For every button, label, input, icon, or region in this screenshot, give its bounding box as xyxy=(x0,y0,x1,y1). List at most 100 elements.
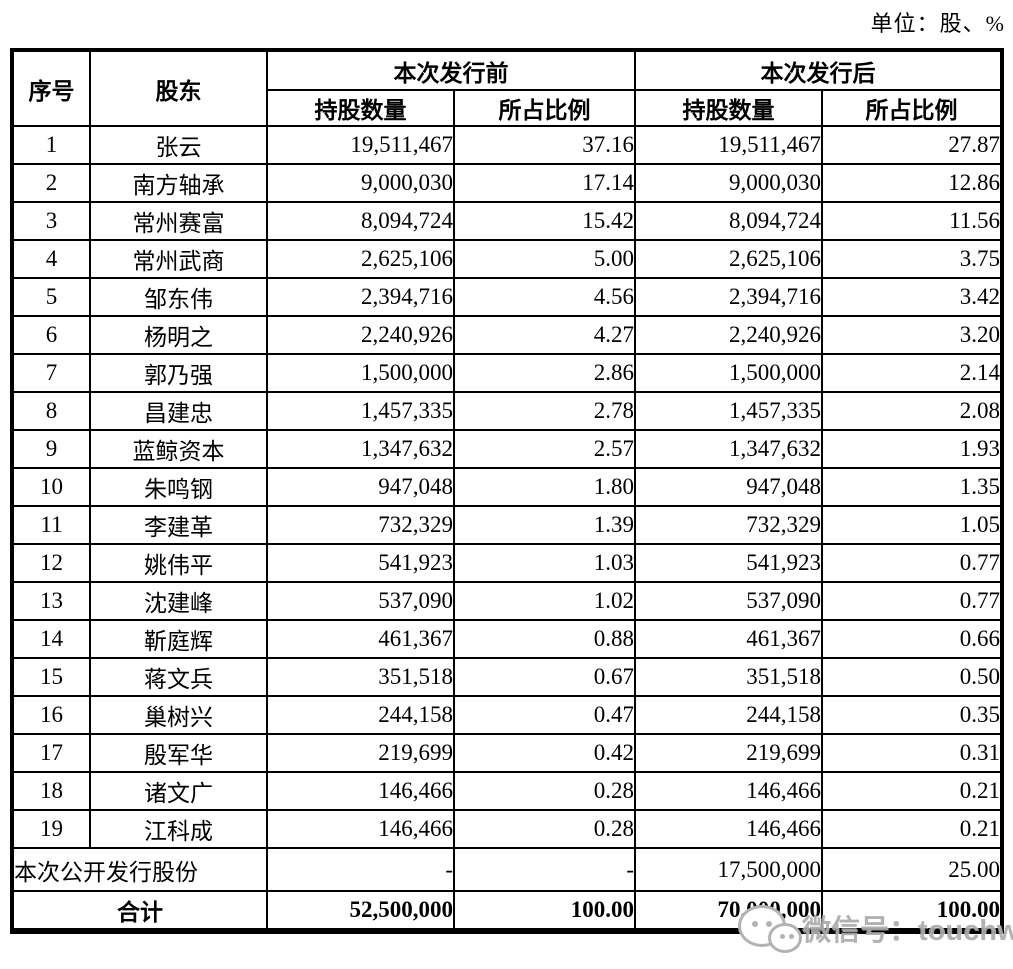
cell-no: 5 xyxy=(11,277,91,317)
cell-ratio-after: 0.21 xyxy=(821,771,1003,811)
cell-ratio-before: 2.86 xyxy=(453,353,636,393)
cell-ratio-after: 25.00 xyxy=(821,847,1003,892)
cell-shares-before: 1,457,335 xyxy=(266,391,455,431)
header-shareholder: 股东 xyxy=(89,49,268,127)
cell-ratio-after: 0.50 xyxy=(821,657,1003,697)
table-row: 11 李建革 732,329 1.39 732,329 1.05 xyxy=(11,505,1003,545)
public-offering-row: 本次公开发行股份 - - 17,500,000 25.00 xyxy=(11,847,1003,892)
cell-shareholder: 蒋文兵 xyxy=(89,657,268,697)
table-row: 10 朱鸣钢 947,048 1.80 947,048 1.35 xyxy=(11,467,1003,507)
header-before-issuance: 本次发行前 xyxy=(266,49,636,91)
table-row: 9 蓝鲸资本 1,347,632 2.57 1,347,632 1.93 xyxy=(11,429,1003,469)
cell-no: 10 xyxy=(11,467,91,507)
cell-ratio-after: 100.00 xyxy=(821,890,1003,932)
table-row: 12 姚伟平 541,923 1.03 541,923 0.77 xyxy=(11,543,1003,583)
cell-shares-after: 351,518 xyxy=(634,657,823,697)
cell-no: 9 xyxy=(11,429,91,469)
cell-no: 7 xyxy=(11,353,91,393)
cell-shares-after: 2,394,716 xyxy=(634,277,823,317)
cell-no: 13 xyxy=(11,581,91,621)
cell-shares-before: 537,090 xyxy=(266,581,455,621)
cell-shareholder: 昌建忠 xyxy=(89,391,268,431)
table-row: 3 常州赛富 8,094,724 15.42 8,094,724 11.56 xyxy=(11,201,1003,241)
cell-ratio-after: 3.42 xyxy=(821,277,1003,317)
cell-shares-after: 17,500,000 xyxy=(634,847,823,892)
cell-shares-before: 244,158 xyxy=(266,695,455,735)
cell-ratio-before: 0.42 xyxy=(453,733,636,773)
cell-shareholder: 诸文广 xyxy=(89,771,268,811)
cell-ratio-before: 1.03 xyxy=(453,543,636,583)
cell-shareholder: 郭乃强 xyxy=(89,353,268,393)
cell-ratio-before: 37.16 xyxy=(453,125,636,165)
table-row: 6 杨明之 2,240,926 4.27 2,240,926 3.20 xyxy=(11,315,1003,355)
cell-shares-before: 146,466 xyxy=(266,771,455,811)
cell-ratio-before: 2.57 xyxy=(453,429,636,469)
table-row: 7 郭乃强 1,500,000 2.86 1,500,000 2.14 xyxy=(11,353,1003,393)
table-row: 1 张云 19,511,467 37.16 19,511,467 27.87 xyxy=(11,125,1003,165)
cell-no: 8 xyxy=(11,391,91,431)
header-ratio-after: 所占比例 xyxy=(821,89,1003,127)
cell-ratio-after: 12.86 xyxy=(821,163,1003,203)
cell-shares-after: 8,094,724 xyxy=(634,201,823,241)
cell-shares-after: 19,511,467 xyxy=(634,125,823,165)
cell-ratio-before: - xyxy=(453,847,636,892)
cell-shareholder: 李建革 xyxy=(89,505,268,545)
table-row: 4 常州武商 2,625,106 5.00 2,625,106 3.75 xyxy=(11,239,1003,279)
cell-ratio-before: 0.88 xyxy=(453,619,636,659)
cell-no: 19 xyxy=(11,809,91,849)
cell-shareholder: 巢树兴 xyxy=(89,695,268,735)
cell-no: 6 xyxy=(11,315,91,355)
cell-shares-before: 2,240,926 xyxy=(266,315,455,355)
cell-ratio-after: 1.35 xyxy=(821,467,1003,507)
cell-ratio-after: 11.56 xyxy=(821,201,1003,241)
unit-label: 单位：股、% xyxy=(870,11,1005,36)
cell-shares-before: 1,500,000 xyxy=(266,353,455,393)
cell-ratio-before: 0.28 xyxy=(453,771,636,811)
cell-shares-before: 461,367 xyxy=(266,619,455,659)
cell-shares-before: 732,329 xyxy=(266,505,455,545)
cell-shares-after: 244,158 xyxy=(634,695,823,735)
cell-ratio-before: 5.00 xyxy=(453,239,636,279)
cell-ratio-after: 1.05 xyxy=(821,505,1003,545)
header-after-issuance: 本次发行后 xyxy=(634,49,1003,91)
cell-shareholder: 南方轴承 xyxy=(89,163,268,203)
cell-ratio-after: 0.31 xyxy=(821,733,1003,773)
cell-shares-before: 52,500,000 xyxy=(266,890,455,932)
cell-shares-after: 537,090 xyxy=(634,581,823,621)
shareholding-table: 序号 股东 本次发行前 本次发行后 持股数量 所占比例 持股数量 所占比例 1 … xyxy=(10,48,1004,934)
cell-ratio-after: 27.87 xyxy=(821,125,1003,165)
cell-no: 18 xyxy=(11,771,91,811)
cell-shares-before: 146,466 xyxy=(266,809,455,849)
table-subheader-row: 持股数量 所占比例 持股数量 所占比例 xyxy=(12,89,1003,127)
cell-shareholder: 姚伟平 xyxy=(89,543,268,583)
cell-shareholder: 蓝鲸资本 xyxy=(89,429,268,469)
cell-ratio-before: 0.28 xyxy=(453,809,636,849)
cell-shares-after: 146,466 xyxy=(634,809,823,849)
cell-shares-before: 1,347,632 xyxy=(266,429,455,469)
cell-shares-before: 219,699 xyxy=(266,733,455,773)
cell-shares-before: 19,511,467 xyxy=(266,125,455,165)
table-row: 17 殷军华 219,699 0.42 219,699 0.31 xyxy=(11,733,1003,773)
cell-shareholder: 杨明之 xyxy=(89,315,268,355)
cell-ratio-after: 0.77 xyxy=(821,543,1003,583)
cell-shares-after: 541,923 xyxy=(634,543,823,583)
cell-no: 11 xyxy=(11,505,91,545)
cell-shareholder: 殷军华 xyxy=(89,733,268,773)
cell-no: 17 xyxy=(11,733,91,773)
cell-ratio-after: 0.77 xyxy=(821,581,1003,621)
cell-ratio-after: 0.66 xyxy=(821,619,1003,659)
header-shares-before: 持股数量 xyxy=(266,89,455,127)
cell-no: 1 xyxy=(11,125,91,165)
table-row: 18 诸文广 146,466 0.28 146,466 0.21 xyxy=(11,771,1003,811)
total-row: 合计 52,500,000 100.00 70,000,000 100.00 xyxy=(11,890,1003,932)
cell-ratio-before: 100.00 xyxy=(453,890,636,932)
table-row: 13 沈建峰 537,090 1.02 537,090 0.77 xyxy=(11,581,1003,621)
cell-ratio-before: 2.78 xyxy=(453,391,636,431)
cell-total-label: 合计 xyxy=(11,890,268,932)
table-row: 19 江科成 146,466 0.28 146,466 0.21 xyxy=(11,809,1003,849)
cell-shareholder: 常州武商 xyxy=(89,239,268,279)
cell-no: 16 xyxy=(11,695,91,735)
cell-no: 4 xyxy=(11,239,91,279)
cell-ratio-after: 2.14 xyxy=(821,353,1003,393)
cell-shares-after: 9,000,030 xyxy=(634,163,823,203)
